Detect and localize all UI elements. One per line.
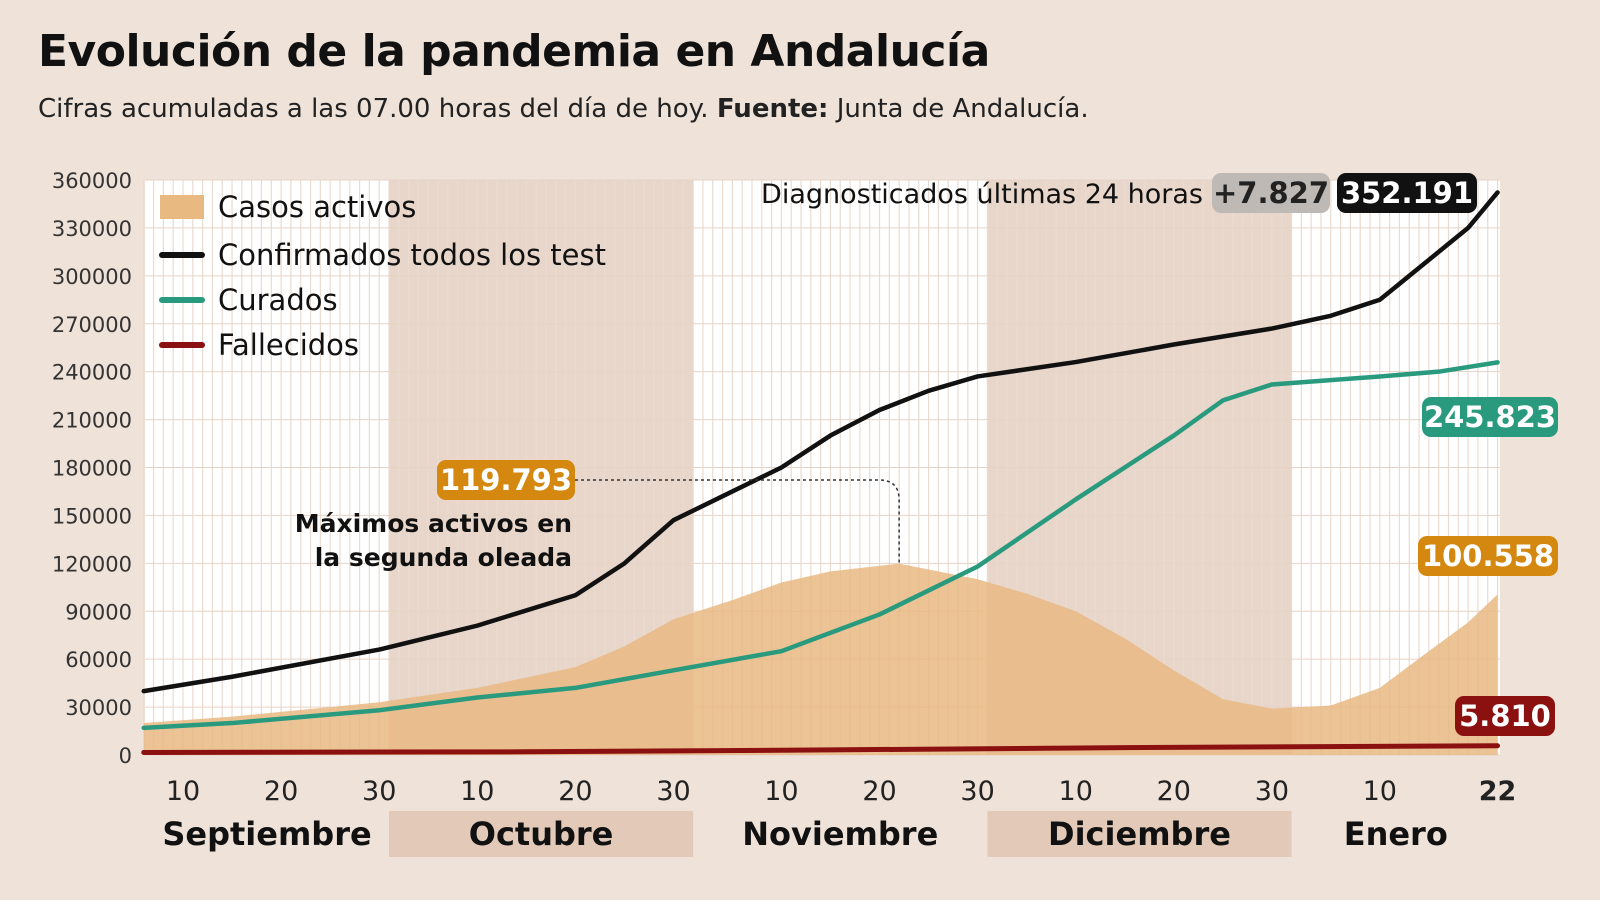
x-tick-label: 10 [166,776,200,807]
y-tick-label: 60000 [65,648,132,672]
x-tick-label: 30 [362,776,396,807]
x-tick-label: 30 [960,776,994,807]
source-text: Junta de Andalucía. [836,94,1089,124]
y-tick-label: 270000 [52,313,132,337]
y-tick-label: 90000 [65,600,132,624]
confirmados-last-label-bg [1337,173,1477,213]
y-tick-label: 330000 [52,217,132,241]
x-tick-label: 30 [1255,776,1289,807]
legend-label: Curados [218,283,338,317]
activos-last-label: 100.558 [1422,539,1554,573]
x-tick-label: 30 [656,776,690,807]
chart-title: Evolución de la pandemia en Andalucía [38,26,990,77]
month-label: Enero [1344,815,1448,853]
diagnosed-24h-label: Diagnosticados últimas 24 horas [761,179,1203,210]
legend-label: Fallecidos [218,328,359,362]
activos-max-label: 119.793 [440,463,572,497]
y-tick-label: 120000 [52,552,132,576]
x-tick-label: 20 [862,776,896,807]
confirmados-last-label: 352.191 [1341,176,1473,210]
month-label: Octubre [469,815,614,853]
series-line-fallecidos [141,743,1501,755]
activos-last-label-bg [1418,536,1558,576]
y-tick-label: 300000 [52,265,132,289]
x-tick-label: 20 [558,776,592,807]
curados-last-label-bg [1422,397,1558,437]
series-line-confirmados [141,190,1500,694]
month-label-band [987,811,1292,857]
series-line-curados [141,360,1500,731]
x-tick-label: 20 [1157,776,1191,807]
max-note-line2: la segunda oleada [315,543,572,572]
x-tick-label: 22 [1479,776,1517,807]
y-tick-label: 180000 [52,457,132,481]
month-label: Diciembre [1048,815,1231,853]
month-label: Septiembre [162,815,371,853]
x-tick-label: 10 [1363,776,1397,807]
fallecidos-last-label: 5.810 [1459,699,1551,733]
diagnosed-24h-value: +7.827 [1213,176,1329,210]
y-tick-label: 360000 [52,169,132,193]
max-leader-line [575,479,900,565]
y-tick-label: 240000 [52,361,132,385]
max-note-line1: Máximos activos en [295,509,572,538]
diagnosed-24h-value-bg [1212,173,1330,213]
x-tick-label: 10 [1059,776,1093,807]
subtitle-text: Cifras acumuladas a las 07.00 horas del … [38,94,709,124]
source-label: Fuente: [716,94,829,124]
y-tick-label: 150000 [52,504,132,528]
month-label: Noviembre [742,815,938,853]
series-area-activos [143,563,1498,755]
x-tick-label: 20 [264,776,298,807]
legend-label: Casos activos [218,190,416,224]
month-label-band [389,811,694,857]
activos-max-label-bg [437,460,575,500]
x-tick-label: 10 [460,776,494,807]
y-tick-label: 30000 [65,696,132,720]
legend-label: Confirmados todos los test [218,238,606,272]
curados-last-label: 245.823 [1424,400,1556,434]
y-tick-label: 210000 [52,409,132,433]
x-tick-label: 10 [764,776,798,807]
y-tick-label: 0 [119,744,132,768]
fallecidos-last-label-bg [1455,696,1555,736]
legend-swatch [160,195,204,219]
chart-subtitle: Cifras acumuladas a las 07.00 horas del … [38,94,1089,124]
